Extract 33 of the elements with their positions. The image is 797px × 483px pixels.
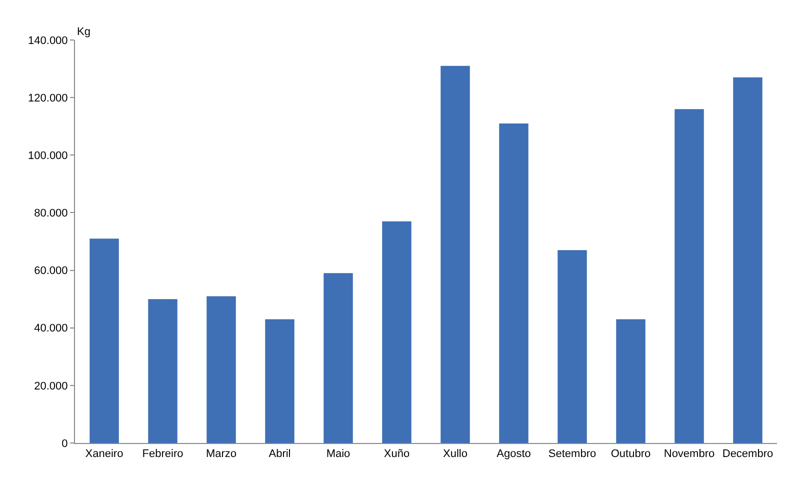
x-tick-label: Abril [268,448,291,460]
y-tick-label: 140.000 [28,34,68,47]
x-tick-label: Novembro [664,448,715,460]
bar [499,123,528,443]
y-tick-label: 120.000 [28,92,68,104]
y-tick-label: 80.000 [34,208,68,220]
y-tick-label: 0 [62,438,68,450]
y-axis-title: Kg [77,26,90,38]
x-tick-label: Outubro [610,448,651,460]
bar [148,299,178,443]
x-tick-label: Xullo [443,448,468,460]
y-tick-label: 100.000 [28,150,68,162]
x-tick-label: Marzo [206,448,237,460]
x-tick-label: Decembro [722,448,774,460]
x-tick-label: Febreiro [142,448,184,460]
bar [324,273,353,443]
bar [382,221,412,443]
x-tick-label: Xaneiro [85,448,124,460]
bar [265,319,294,443]
x-tick-label: Xuño [384,448,410,460]
bar [616,319,646,443]
x-tick-label: Setembro [548,448,596,460]
x-tick-label: Maio [326,448,350,460]
bar [733,77,762,443]
bar [558,250,587,443]
bar [90,238,119,443]
bar [206,296,236,443]
y-tick-label: 40.000 [34,322,68,335]
y-tick-label: 60.000 [34,265,68,278]
bar [440,66,470,443]
bar [674,109,704,443]
x-tick-label: Agosto [496,448,531,460]
y-tick-label: 20.000 [34,380,68,392]
